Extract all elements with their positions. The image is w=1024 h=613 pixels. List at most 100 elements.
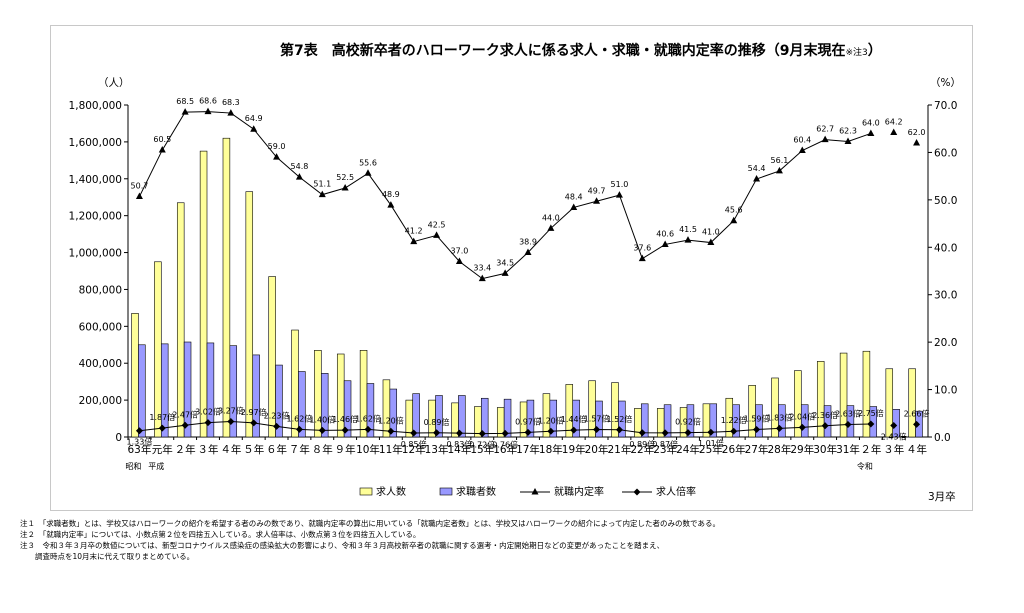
- marker-triangle: [158, 146, 166, 153]
- marker-triangle: [455, 257, 463, 265]
- bar-kyushoku: [549, 399, 558, 438]
- x-tick-label: 29年: [790, 443, 814, 456]
- bar-kyushoku: [572, 399, 580, 438]
- footnote-2: 注２ 「就職内定率」については、小数点第２位を四捨五入している。求人倍率は、小数…: [20, 530, 421, 539]
- marker-triangle: [753, 174, 761, 182]
- marker-triangle: [433, 231, 441, 238]
- y-left-tick-label: 1,200,000: [69, 211, 122, 223]
- data-label-bairitsu: 0.89倍: [424, 417, 450, 427]
- x-tick-label: ４年: [220, 443, 241, 456]
- marker-triangle: [181, 108, 189, 115]
- legend-swatch-kyujin: [359, 487, 373, 496]
- marker-diamond: [364, 425, 372, 433]
- bar-kyujin: [794, 370, 802, 438]
- x-tick-label: 元年: [152, 443, 173, 456]
- data-label-naitei: 50.7: [131, 182, 149, 191]
- marker-diamond: [387, 427, 395, 435]
- data-label-naitei: 34.5: [496, 258, 514, 267]
- x-tick-label: 24年: [676, 443, 700, 456]
- data-label-bairitsu: 0.76倍: [492, 439, 518, 449]
- data-label-naitei: 37.6: [633, 244, 651, 253]
- marker-diamond: [181, 421, 189, 429]
- marker-diamond: [227, 417, 235, 425]
- bar-kyujin: [268, 276, 276, 438]
- bar-kyushoku: [778, 404, 786, 438]
- bar-kyushoku: [618, 400, 626, 438]
- marker-diamond: [524, 428, 532, 436]
- x-tick-label: 23年: [653, 443, 677, 456]
- x-tick-label: ４年: [906, 443, 927, 456]
- marker-triangle: [844, 137, 852, 145]
- bar-kyujin: [382, 379, 391, 438]
- marker-diamond: [501, 429, 509, 437]
- data-label-naitei: 59.0: [268, 142, 286, 151]
- y-right-tick-label: 30.0: [934, 290, 957, 302]
- data-label-bairitsu: 2.75倍: [858, 408, 884, 418]
- data-label-bairitsu: 1.46倍: [332, 414, 358, 424]
- y-right-tick-label: 40.0: [934, 242, 957, 254]
- bar-kyujin: [359, 350, 368, 438]
- marker-triangle: [135, 192, 143, 200]
- data-label-bairitsu: 1.83倍: [767, 412, 793, 422]
- y-left-tick-label: 0: [115, 432, 122, 444]
- data-label-bairitsu: 3.27倍: [218, 405, 244, 415]
- data-label-naitei: 48.4: [565, 192, 583, 201]
- data-label-naitei: 40.6: [656, 229, 674, 238]
- y-left-tick-label: 600,000: [79, 321, 122, 333]
- bar-kyushoku: [755, 404, 763, 438]
- data-label-bairitsu: 0.92倍: [675, 417, 701, 427]
- bar-kyushoku: [320, 373, 329, 438]
- data-label-bairitsu: 3.02倍: [195, 407, 221, 417]
- marker-diamond: [661, 429, 669, 437]
- data-label-bairitsu: 1.59倍: [744, 413, 770, 423]
- marker-triangle: [295, 173, 303, 180]
- marker-diamond: [478, 430, 486, 438]
- data-label-naitei: 62.3: [839, 127, 857, 136]
- data-label-naitei: 68.3: [222, 98, 240, 107]
- data-label-naitei: 38.9: [519, 238, 537, 247]
- bar-kyujin: [154, 261, 162, 438]
- data-label-naitei: 41.2: [405, 227, 423, 236]
- chart-title: 第7表 高校新卒者のハローワーク求人に係る求人・求職・就職内定率の推移（9月末現…: [280, 42, 882, 59]
- marker-triangle: [387, 201, 395, 208]
- era-label: 昭和: [125, 462, 141, 471]
- bar-kyushoku: [480, 397, 489, 438]
- data-label-naitei: 62.0: [908, 128, 926, 137]
- bar-kyushoku: [663, 404, 672, 438]
- data-label-naitei: 48.9: [382, 190, 400, 199]
- bar-kyushoku: [343, 380, 352, 438]
- x-tick-label: 30年: [813, 443, 837, 456]
- bar-kyujin: [336, 353, 345, 438]
- marker-diamond: [638, 429, 646, 437]
- bar-kyushoku: [709, 403, 718, 438]
- data-label-bairitsu: 1.40倍: [309, 414, 335, 424]
- data-label-bairitsu: 2.63倍: [835, 409, 861, 419]
- x-tick-label: 11年: [379, 443, 403, 456]
- title-note: ※注3: [845, 46, 867, 58]
- marker-triangle: [204, 107, 212, 115]
- x-tick-label: 19年: [562, 443, 586, 456]
- bar-kyushoku: [206, 342, 215, 438]
- data-label-naitei: 52.5: [336, 173, 354, 182]
- data-label-bairitsu: 0.85倍: [401, 439, 427, 449]
- marker-triangle: [410, 237, 418, 245]
- data-label-bairitsu: 2.36倍: [812, 410, 838, 420]
- bar-kyujin: [862, 350, 871, 438]
- data-label-naitei: 56.1: [771, 156, 789, 165]
- bar-kyujin: [908, 368, 916, 438]
- bar-kyushoku: [595, 400, 603, 438]
- bar-kyujin: [885, 368, 894, 438]
- x-tick-label: 17年: [516, 443, 540, 456]
- marker-diamond: [273, 422, 281, 430]
- data-label-bairitsu: 1.62倍: [355, 413, 381, 423]
- data-label-naitei: 60.5: [153, 135, 171, 144]
- marker-diamond: [753, 425, 761, 433]
- data-label-bairitsu: 1.20倍: [538, 415, 564, 425]
- marker-diamond: [821, 422, 829, 430]
- bar-kyushoku: [732, 404, 740, 438]
- y-right-tick-label: 50.0: [934, 195, 957, 207]
- footnotes: 注１ 「求職者数」とは、学校又はハローワークの紹介を希望する者のみの数であり、就…: [20, 518, 1010, 562]
- legend-label-naitei: 就職内定率: [554, 485, 604, 498]
- marker-diamond: [890, 421, 898, 429]
- bar-kyujin: [176, 202, 185, 438]
